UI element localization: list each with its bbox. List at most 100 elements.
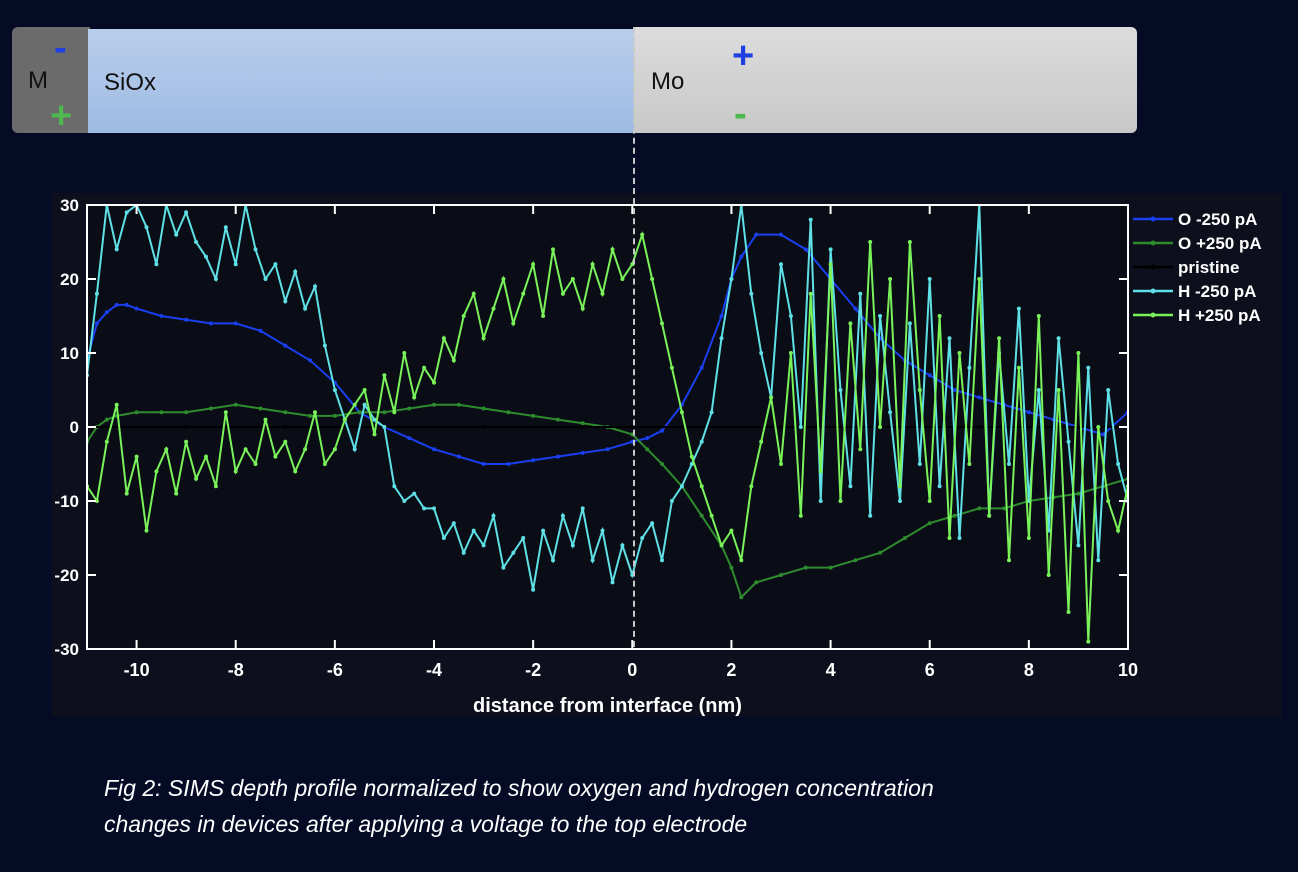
series-4-point: [650, 277, 655, 281]
series-4-point: [174, 491, 179, 496]
series-1-point: [739, 595, 744, 600]
y-tick-label: 30: [60, 196, 79, 215]
series-3-point: [521, 536, 526, 540]
series-3-point: [491, 513, 496, 518]
series-4-point: [679, 410, 684, 415]
series-0-point: [506, 462, 511, 466]
series-4-point: [104, 439, 109, 444]
series-4-point: [1086, 639, 1091, 644]
sims-depth-profile-chart: -10 -8 -6 -4 -2 0 2 4 6 8 10 -30 -20 -10 0 10 20 30 distan…: [52, 193, 1282, 717]
series-4-point: [471, 291, 476, 296]
series-3-point: [838, 388, 843, 392]
series-4-point: [243, 447, 248, 452]
y-tick-label: 10: [60, 344, 79, 363]
series-3-point: [283, 299, 288, 304]
series-2-point: [283, 425, 288, 429]
series-4-point: [213, 484, 218, 489]
series-3-point: [422, 506, 427, 511]
series-3-point: [779, 262, 783, 267]
series-4-point: [1056, 388, 1061, 392]
series-0-point: [114, 302, 119, 307]
series-0-point: [699, 365, 704, 370]
series-3-point: [313, 284, 317, 289]
series-3-point: [947, 336, 952, 341]
series-3-point: [699, 439, 704, 444]
series-4-point: [917, 388, 922, 392]
series-3-point: [610, 580, 615, 585]
series-4-point: [164, 447, 169, 452]
series-4-point: [313, 410, 317, 415]
series-4-point: [957, 351, 962, 355]
series-4-point: [204, 454, 208, 459]
series-3-point: [759, 351, 764, 355]
series-1-point: [902, 536, 907, 540]
series-3-point: [620, 543, 625, 548]
series-0-point: [184, 317, 189, 322]
series-3-point: [898, 499, 902, 503]
series-3-point: [402, 499, 407, 503]
series-3-point: [967, 365, 972, 370]
legend-label-1: O +250 pA: [1178, 234, 1262, 253]
series-1-point: [104, 417, 109, 422]
series-1-point: [580, 421, 585, 426]
series-3-point: [660, 558, 664, 563]
series-0-point: [739, 254, 744, 259]
series-4-point: [1106, 499, 1111, 503]
series-3-point: [551, 558, 555, 563]
x-tick-label: -10: [124, 660, 150, 680]
series-4-point: [1036, 314, 1041, 318]
series-3-point: [332, 388, 337, 392]
series-3-point: [273, 262, 278, 267]
series-1-point: [803, 565, 808, 570]
series-4-point: [322, 462, 327, 466]
series-3-point: [362, 402, 367, 407]
series-3-point: [600, 528, 605, 533]
mo-minus-sign: -: [734, 93, 747, 135]
series-3-point: [154, 262, 159, 267]
series-3-point: [828, 247, 833, 252]
series-4-point: [223, 410, 228, 415]
series-2-point: [779, 425, 783, 429]
series-0-point: [407, 436, 412, 441]
series-4-point: [888, 277, 893, 281]
series-3-point: [689, 462, 694, 466]
layer-siox: SiOx: [88, 29, 636, 133]
series-4-point: [769, 395, 774, 400]
series-4-point: [709, 513, 714, 518]
series-4-point: [937, 314, 942, 318]
series-3-point: [580, 506, 585, 511]
series-3-point: [1066, 439, 1071, 444]
series-3-point: [719, 336, 724, 341]
series-1-point: [308, 413, 313, 418]
series-3-point: [471, 528, 476, 533]
series-2-point: [977, 425, 982, 429]
series-3-point: [124, 210, 129, 215]
series-0-point: [134, 306, 139, 311]
series-3-point: [1116, 462, 1121, 466]
series-1-point: [729, 565, 734, 570]
series-4-point: [610, 247, 615, 252]
series-4-point: [878, 425, 883, 429]
m-plus-sign: +: [50, 95, 73, 137]
series-4-point: [253, 462, 258, 466]
series-3-point: [957, 536, 962, 540]
series-3-point: [204, 254, 208, 259]
series-0-point: [977, 395, 982, 400]
series-4-point: [977, 277, 982, 281]
series-1-point: [853, 558, 858, 563]
series-1-point: [699, 513, 704, 518]
series-4-point: [392, 410, 397, 415]
series-3-point: [1096, 558, 1101, 563]
series-3-point: [1086, 365, 1091, 370]
series-3-point: [184, 210, 189, 215]
x-tick-label: -8: [228, 660, 244, 680]
series-4-point: [511, 321, 516, 326]
series-3-point: [570, 543, 575, 548]
series-3-point: [322, 343, 327, 348]
mo-plus-sign: +: [732, 35, 755, 77]
legend-marker-3: [1150, 288, 1156, 294]
series-3-point: [818, 499, 823, 503]
legend-label-3: H -250 pA: [1178, 282, 1256, 301]
series-3-point: [194, 240, 199, 244]
series-3-point: [729, 277, 734, 281]
